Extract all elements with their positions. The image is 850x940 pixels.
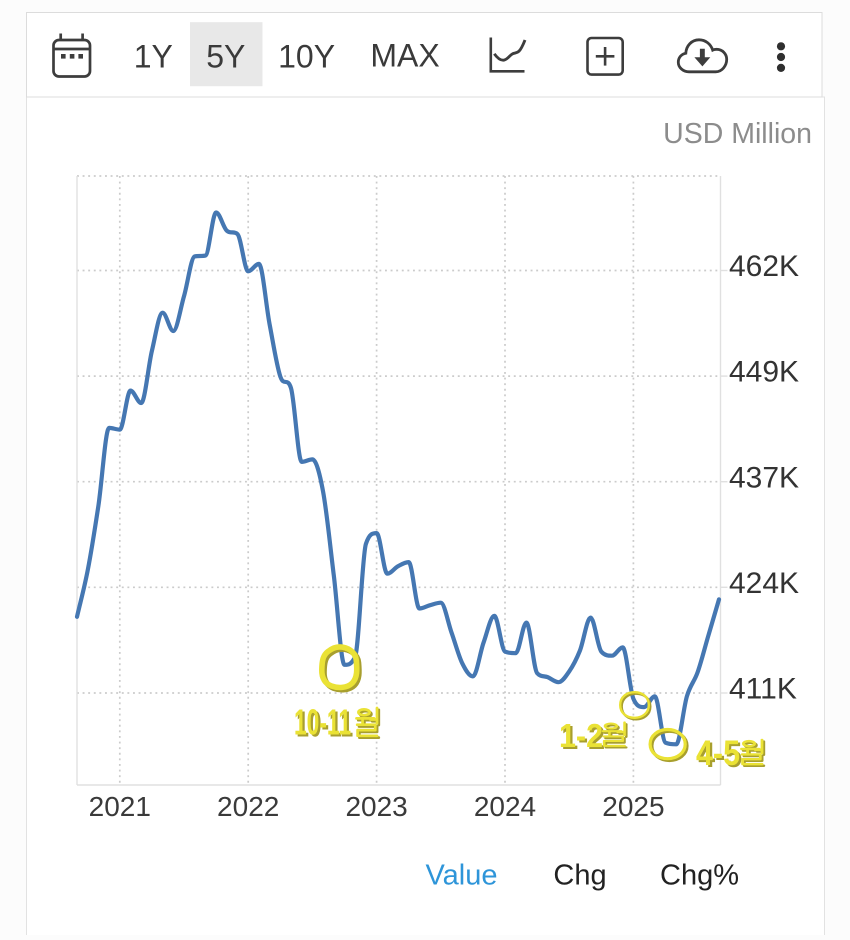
svg-text:2021: 2021 xyxy=(89,791,151,822)
svg-text:Chg%: Chg% xyxy=(660,860,739,892)
svg-text:4-5: 4-5 xyxy=(696,734,740,773)
svg-text:1-2: 1-2 xyxy=(559,717,603,754)
svg-text:462K: 462K xyxy=(729,250,799,283)
svg-text:2023: 2023 xyxy=(345,791,407,822)
svg-text:10-11: 10-11 xyxy=(294,702,351,743)
svg-text:411K: 411K xyxy=(729,673,797,706)
svg-text:5Y: 5Y xyxy=(206,39,245,75)
svg-text:1-2: 1-2 xyxy=(561,719,605,756)
svg-text:424K: 424K xyxy=(729,567,799,600)
svg-text:Chg: Chg xyxy=(553,860,606,892)
svg-text:4-5: 4-5 xyxy=(698,736,742,775)
svg-text:10-11: 10-11 xyxy=(296,704,353,745)
svg-text:Value: Value xyxy=(425,860,497,892)
svg-text:449K: 449K xyxy=(729,356,799,389)
svg-text:2025: 2025 xyxy=(602,791,664,822)
svg-text:USD Million: USD Million xyxy=(663,118,812,150)
svg-text:437K: 437K xyxy=(729,461,799,494)
svg-text:2024: 2024 xyxy=(474,791,536,822)
svg-text:1Y: 1Y xyxy=(134,39,173,75)
svg-text:MAX: MAX xyxy=(370,38,439,74)
svg-text:2022: 2022 xyxy=(217,791,279,822)
svg-text:10Y: 10Y xyxy=(278,39,335,75)
